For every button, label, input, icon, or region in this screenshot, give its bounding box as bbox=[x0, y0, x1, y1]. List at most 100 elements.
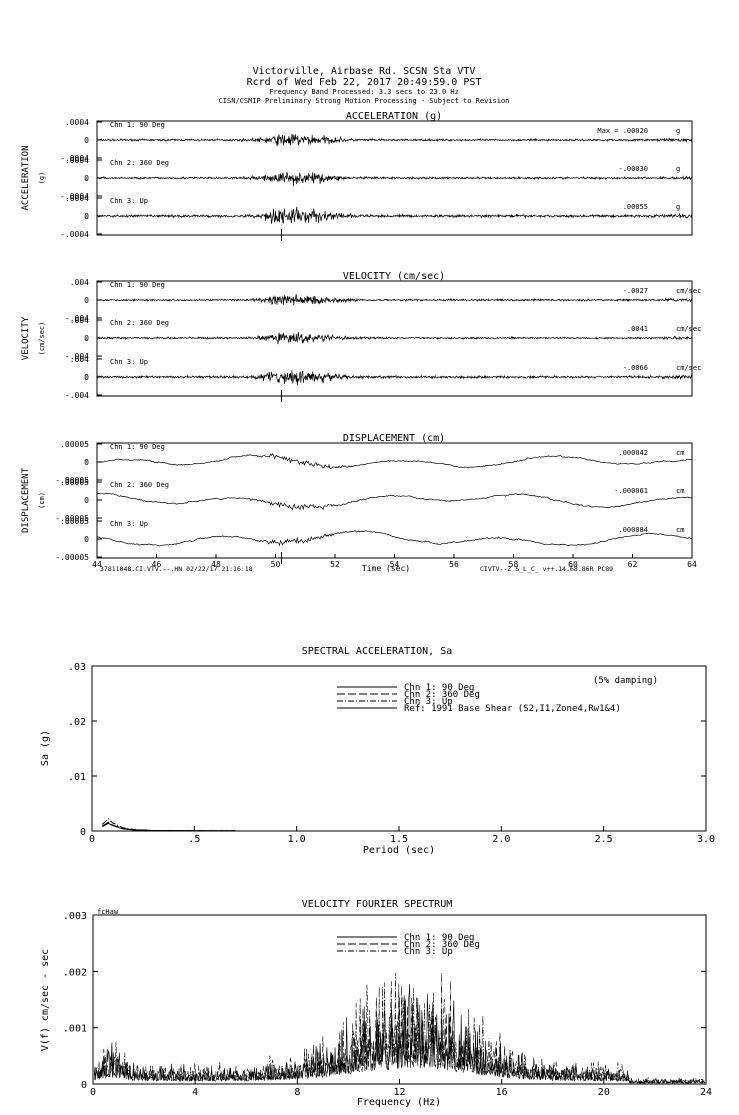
x-tick-label: 1.5 bbox=[390, 834, 408, 845]
record-time: Rcrd of Wed Feb 22, 2017 20:49:59.0 PST bbox=[247, 77, 482, 88]
x-tick-label: 8 bbox=[294, 1087, 300, 1098]
y-tick-label: -.004 bbox=[65, 391, 89, 400]
y-tick-label: 0 bbox=[84, 296, 89, 305]
x-tick-label: 54 bbox=[390, 560, 400, 569]
x-tick-label: 62 bbox=[628, 560, 638, 569]
peak-value: -.00030 bbox=[618, 165, 648, 173]
frequency-band: Frequency Band Processed: 3.3 secs to 23… bbox=[269, 88, 459, 96]
y-tick-label: .00005 bbox=[60, 478, 89, 487]
y-tick-label: -.00005 bbox=[55, 514, 89, 523]
panel-yunit: (g) bbox=[38, 172, 46, 185]
x-tick-label: 2.5 bbox=[595, 834, 613, 845]
legend-label: Chn 1: 90 Deg bbox=[404, 933, 474, 943]
peak-value: .000084 bbox=[618, 526, 648, 534]
y-tick-label: 0 bbox=[84, 373, 89, 382]
peak-unit: cm/sec bbox=[676, 364, 701, 372]
waveform-trace bbox=[96, 453, 693, 469]
panel-title: ACCELERATION (g) bbox=[346, 111, 442, 122]
y-tick-label: .02 bbox=[68, 717, 86, 728]
fourier-spectrum-chart: VELOCITY FOURIER SPECTRUM fcHaw 0 .001 .002.… bbox=[40, 899, 712, 1108]
x-tick-label: 16 bbox=[496, 1087, 508, 1098]
waveform-trace bbox=[96, 530, 693, 547]
y-tick-label: 0 bbox=[81, 1080, 87, 1091]
x-tick-label: 48 bbox=[211, 560, 221, 569]
x-tick-label: 4 bbox=[192, 1087, 198, 1098]
peak-unit: cm bbox=[676, 526, 684, 534]
waveform-trace bbox=[96, 172, 693, 187]
channel-label: Chn 1: 90 Deg bbox=[110, 121, 165, 129]
waveform-trace bbox=[96, 331, 693, 345]
waveform-trace bbox=[96, 370, 693, 386]
y-tick-label: -.0004 bbox=[60, 230, 89, 239]
legend-label: Chn 2: 360 Deg bbox=[404, 940, 480, 950]
x-tick-label: 60 bbox=[568, 560, 578, 569]
peak-value: .0041 bbox=[627, 325, 648, 333]
x-tick-label: 24 bbox=[700, 1087, 712, 1098]
waveform-trace bbox=[96, 294, 693, 306]
y-tick-label: 0 bbox=[80, 827, 86, 838]
waveform-trace bbox=[96, 206, 693, 224]
legend-label: Chn 2: 360 Deg bbox=[404, 690, 480, 700]
channel-label: Chn 2: 360 Deg bbox=[110, 159, 169, 167]
displacement-panel: DISPLACEMENT (cm) DISPLACEMENT (cm) .00005 0… bbox=[21, 433, 697, 573]
peak-unit: g bbox=[676, 165, 680, 173]
panel-ylabel: ACCELERATION bbox=[21, 145, 31, 210]
peak-value: Max = .00020 bbox=[597, 127, 648, 135]
panel-yunit: (cm/sec) bbox=[38, 322, 46, 356]
y-tick-label: -.00005 bbox=[55, 476, 89, 485]
legend-label: Chn 1: 90 Deg bbox=[404, 683, 474, 693]
peak-unit: g bbox=[676, 127, 680, 135]
y-tick-label: .00005 bbox=[60, 517, 89, 526]
station-title: Victorville, Airbase Rd. SCSN Sta VTV bbox=[253, 66, 476, 77]
x-axis-label: Frequency (Hz) bbox=[357, 1097, 441, 1108]
y-tick-label: 0 bbox=[84, 212, 89, 221]
footer-right-id: CIVTV--Z S_L_C_ v++.14.68.86R PC89 bbox=[480, 565, 613, 573]
peak-value: -.0066 bbox=[623, 364, 648, 372]
sa-series-line bbox=[101, 818, 236, 832]
y-tick-label: .002 bbox=[63, 967, 87, 978]
legend-label: Chn 3: Up bbox=[404, 947, 453, 957]
x-tick-label: 52 bbox=[330, 560, 340, 569]
x-tick-label: 12 bbox=[393, 1087, 405, 1098]
legend-label: Ref: 1991 Base Shear (S2,I1,Zone4,Rw1&4) bbox=[404, 704, 621, 714]
waveform-trace bbox=[96, 133, 693, 147]
peak-value: .000042 bbox=[618, 449, 648, 457]
panel-ylabel: DISPLACEMENT bbox=[21, 467, 31, 533]
panel-title: VELOCITY (cm/sec) bbox=[343, 271, 445, 282]
peak-value: .00055 bbox=[623, 203, 648, 211]
panel-yunit: (cm) bbox=[38, 492, 46, 509]
y-tick-label: 0 bbox=[84, 174, 89, 183]
channel-label: Chn 1: 90 Deg bbox=[110, 281, 165, 289]
peak-value: -.0027 bbox=[623, 287, 648, 295]
y-tick-label: 0 bbox=[84, 535, 89, 544]
corner-label: fcHaw bbox=[97, 908, 119, 916]
y-tick-label: .004 bbox=[70, 316, 89, 325]
peak-unit: cm/sec bbox=[676, 325, 701, 333]
x-tick-label: 2.0 bbox=[492, 834, 510, 845]
y-tick-label: .004 bbox=[70, 355, 89, 364]
plot-frame bbox=[91, 665, 707, 832]
panel-frame bbox=[96, 442, 693, 559]
channel-label: Chn 2: 360 Deg bbox=[110, 481, 169, 489]
channel-label: Chn 3: Up bbox=[110, 520, 148, 528]
processing-note: CISN/CSMIP Preliminary Strong Motion Pro… bbox=[219, 97, 510, 105]
x-axis-label: Time (sec) bbox=[362, 564, 410, 573]
x-tick-label: 0 bbox=[90, 1087, 96, 1098]
y-tick-label: .03 bbox=[68, 662, 86, 673]
footer-left-id: 37811048.CI.VTV.--.HN 02/22/17 21:16:18 bbox=[100, 565, 253, 573]
y-tick-label: -.0004 bbox=[60, 192, 89, 201]
y-tick-label: .00005 bbox=[60, 440, 89, 449]
y-axis-label: V(f) cm/sec - sec bbox=[40, 949, 51, 1051]
sa-series-line bbox=[101, 821, 236, 832]
acceleration-panel: ACCELERATION (g) ACCELERATION (g) .0004 0 -.0… bbox=[21, 111, 693, 241]
x-tick-label: 44 bbox=[92, 560, 102, 569]
x-tick-label: 56 bbox=[449, 560, 459, 569]
channel-label: Chn 3: Up bbox=[110, 197, 148, 205]
y-tick-label: -.00005 bbox=[55, 553, 89, 562]
waveform-trace bbox=[96, 492, 693, 511]
y-tick-label: .003 bbox=[63, 911, 87, 922]
y-tick-label: -.0004 bbox=[60, 154, 89, 163]
velocity-panel: VELOCITY (cm/sec) VELOCITY (cm/sec) .004 0 -.… bbox=[21, 271, 701, 402]
y-axis-label: Sa (g) bbox=[40, 730, 51, 766]
